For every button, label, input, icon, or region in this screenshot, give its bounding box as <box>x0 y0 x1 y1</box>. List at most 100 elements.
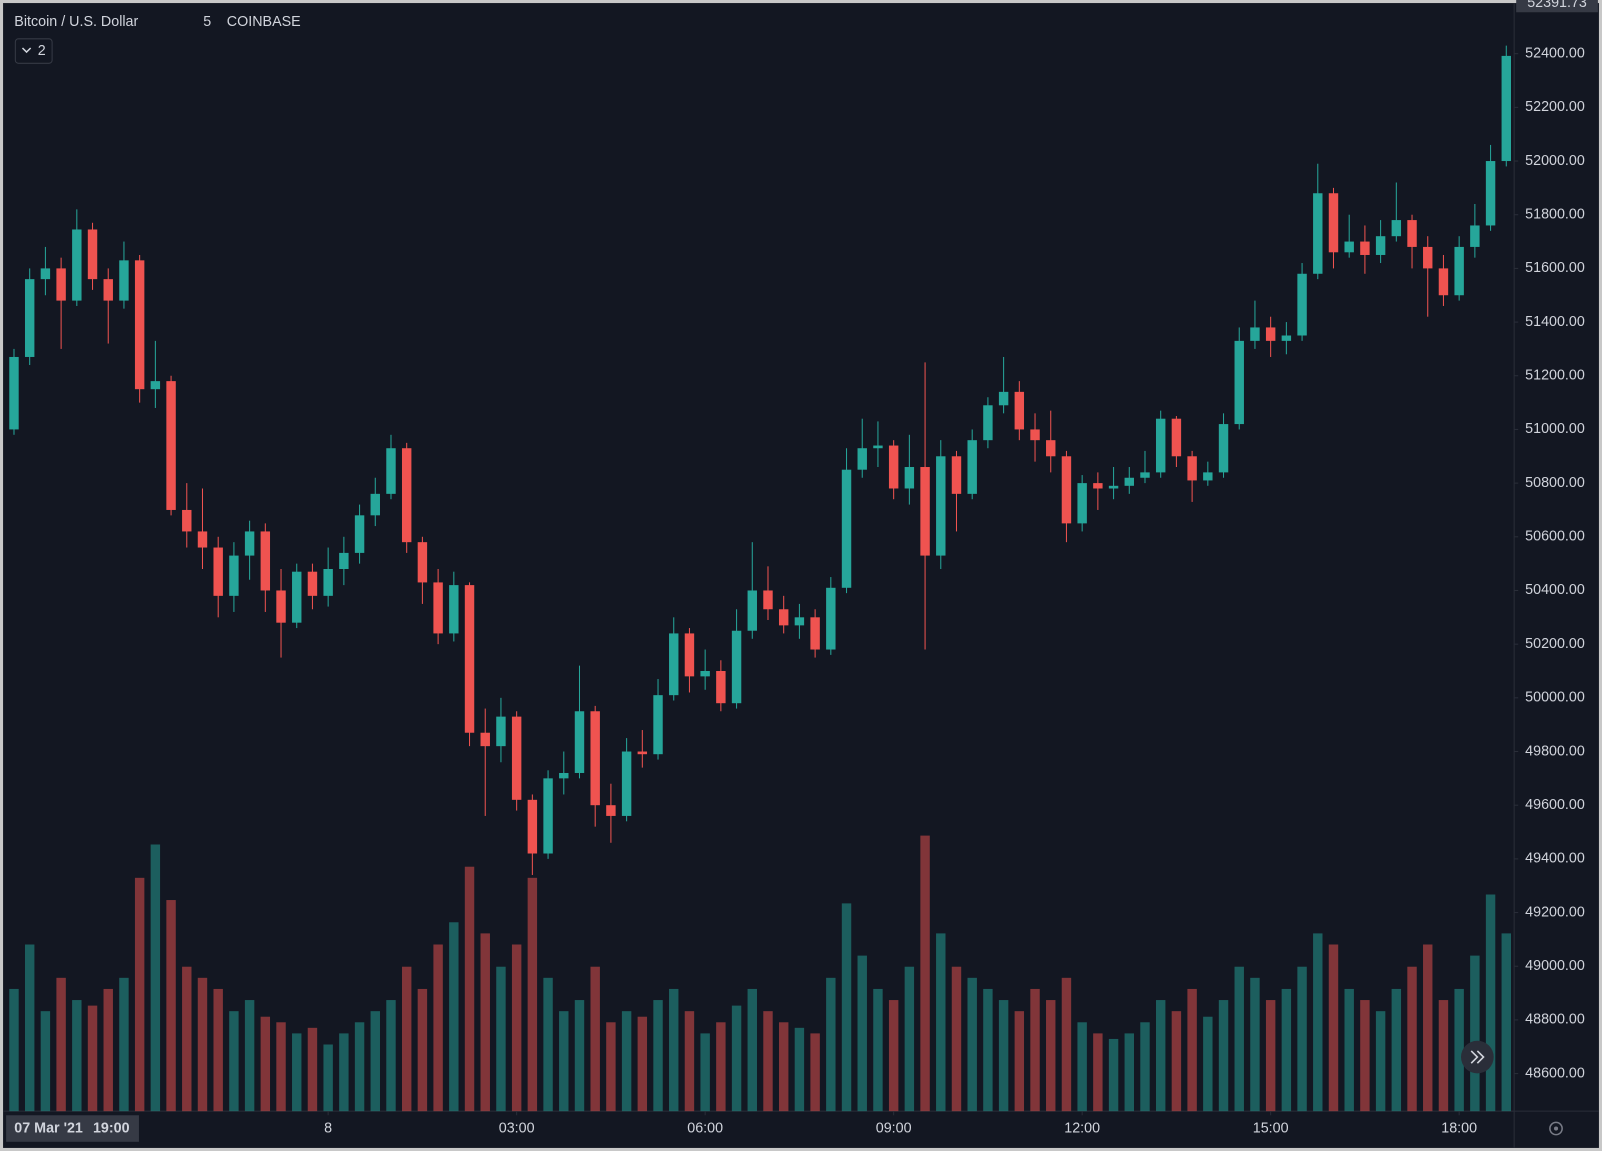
crosshair-time-box <box>6 1115 139 1142</box>
crosshair-date: 07 Mar '21 <box>14 1120 83 1136</box>
candle-body <box>920 467 930 556</box>
candle-body <box>527 799 538 854</box>
symbol-title: Bitcoin / U.S. Dollar <box>14 14 138 30</box>
volume-bar <box>1077 1022 1087 1112</box>
candle-body <box>401 448 412 543</box>
indicator-toggle[interactable] <box>14 38 53 64</box>
volume-bar <box>1407 966 1417 1112</box>
indicator-count: 2 <box>38 43 46 59</box>
candle-body <box>1360 241 1370 255</box>
candle-body <box>119 260 129 301</box>
settings-button[interactable] <box>1549 1121 1563 1136</box>
candle-body <box>182 509 192 532</box>
background <box>3 3 1599 1148</box>
candle-body <box>1014 391 1025 430</box>
candle-body <box>904 467 915 489</box>
candle-body <box>56 268 66 301</box>
candle-body <box>197 531 208 548</box>
y-tick-label: 50000.00 <box>1525 690 1585 706</box>
volume-bar <box>1485 894 1496 1112</box>
candle-body <box>307 571 318 596</box>
x-tick-label: 12:00 <box>1064 1120 1100 1136</box>
volume-bar <box>747 988 757 1112</box>
y-tick-label: 49000.00 <box>1525 958 1585 974</box>
volume-bar <box>904 966 915 1112</box>
candle-body <box>354 515 365 553</box>
candle-body <box>1140 472 1150 478</box>
volume-bar <box>166 900 176 1112</box>
candle-body <box>1093 483 1103 489</box>
volume-bar <box>464 866 475 1112</box>
candle-body <box>716 670 726 704</box>
exchange: COINBASE <box>227 14 301 30</box>
candle-body <box>763 590 773 610</box>
volume-bar <box>857 955 867 1112</box>
candle-body <box>229 555 239 596</box>
candle-body <box>873 445 883 449</box>
volume-bar <box>1438 1000 1449 1112</box>
x-tick-label: 8 <box>324 1120 332 1136</box>
candle-body <box>1250 327 1260 341</box>
candle-body <box>1187 456 1197 481</box>
y-tick-label: 50400.00 <box>1525 582 1585 598</box>
y-tick-label: 49400.00 <box>1525 851 1585 867</box>
candle-body <box>1030 429 1040 441</box>
y-tick-label: 51800.00 <box>1525 207 1585 223</box>
candle-body <box>559 772 569 779</box>
volume-bar <box>87 1005 98 1112</box>
axes: 48600.00 48800.00 49000.00 49200.00 49400.00… <box>324 45 1585 1136</box>
candle-body <box>433 582 443 634</box>
candle-body <box>1061 456 1072 524</box>
volume-bar <box>213 988 223 1112</box>
candle-body <box>669 633 679 696</box>
y-tick-label: 51400.00 <box>1525 314 1585 330</box>
candle-body <box>339 552 349 570</box>
candle-body <box>417 542 428 583</box>
volume-bar <box>826 977 836 1112</box>
volume-bar <box>763 1011 773 1112</box>
candle-body <box>1313 193 1323 274</box>
volume-bar <box>401 966 412 1112</box>
candle-body <box>998 391 1009 406</box>
candle-body <box>1046 440 1056 457</box>
volume-bar <box>1501 933 1511 1112</box>
volume-bar <box>56 977 66 1112</box>
y-tick-label: 52000.00 <box>1525 153 1585 169</box>
volume-bar <box>1218 1000 1229 1112</box>
volume-bar <box>370 1011 380 1112</box>
volume-bar <box>339 1033 349 1112</box>
volume-bar <box>323 1044 333 1112</box>
y-tick-label: 52200.00 <box>1525 99 1585 115</box>
candle-body <box>841 469 852 588</box>
candle-body <box>72 229 82 301</box>
volume-bar <box>1360 1000 1370 1112</box>
volume-bar <box>197 977 208 1112</box>
candle-body <box>1485 161 1496 226</box>
volume-bar <box>1470 955 1480 1112</box>
volume-bar <box>873 988 883 1112</box>
volume-bar <box>810 1033 820 1112</box>
y-tick-label: 48600.00 <box>1525 1065 1585 1081</box>
volume-bar <box>24 944 35 1112</box>
volume-bar <box>1061 977 1072 1112</box>
volume-bar <box>119 977 129 1112</box>
candle-body <box>511 716 522 800</box>
candle-body <box>292 571 302 623</box>
price-tag <box>1516 0 1598 13</box>
volume-bar <box>417 988 428 1112</box>
candle-body <box>1501 55 1511 162</box>
volume-bar <box>888 1000 899 1112</box>
candle-body <box>810 617 820 650</box>
x-tick-label: 06:00 <box>687 1120 723 1136</box>
volume-bar <box>700 1033 710 1112</box>
volume-bar <box>1454 988 1464 1112</box>
double-chevron-icon <box>1470 1050 1485 1064</box>
volume-bar <box>307 1027 318 1112</box>
candle-body <box>1375 236 1386 255</box>
candle-body <box>606 805 616 816</box>
candle-body <box>778 609 789 626</box>
volume-bar <box>480 933 490 1112</box>
candle-body <box>260 531 271 591</box>
volume-bar <box>1423 944 1433 1112</box>
